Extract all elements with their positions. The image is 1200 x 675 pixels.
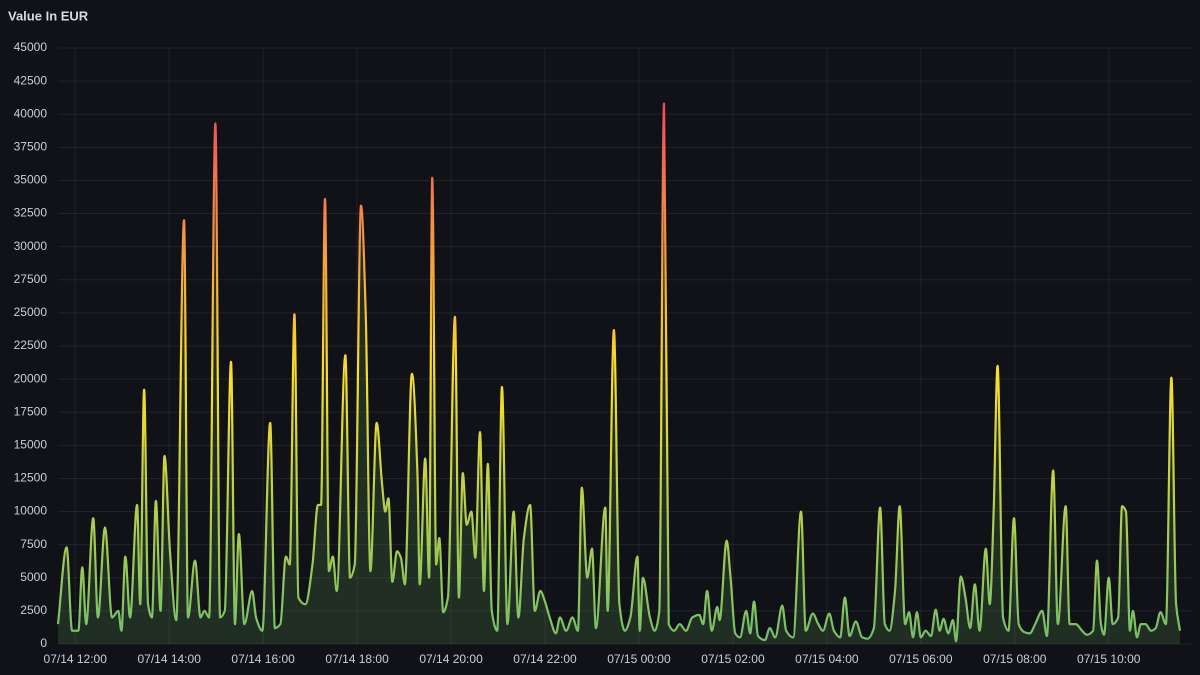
y-tick-label: 10000 [14,504,48,518]
y-tick-label: 20000 [14,371,48,385]
y-tick-label: 27500 [14,272,48,286]
y-tick-label: 15000 [14,438,48,452]
y-tick-label: 17500 [14,404,48,418]
x-tick-label: 07/14 20:00 [419,652,483,666]
y-tick-label: 37500 [14,140,48,154]
x-tick-label: 07/15 04:00 [795,652,859,666]
y-tick-label: 35000 [14,173,48,187]
x-tick-label: 07/15 06:00 [889,652,953,666]
y-tick-label: 22500 [14,338,48,352]
y-tick-label: 32500 [14,206,48,220]
y-tick-label: 7500 [20,537,47,551]
line [56,102,1182,643]
y-tick-label: 0 [40,636,47,650]
x-tick-label: 07/15 08:00 [983,652,1047,666]
y-tick-label: 40000 [14,106,48,120]
y-tick-label: 12500 [14,471,48,485]
x-tick-label: 07/15 00:00 [607,652,671,666]
y-tick-label: 42500 [14,73,48,87]
x-tick-label: 07/14 16:00 [231,652,295,666]
y-tick-label: 25000 [14,305,48,319]
x-tick-label: 07/14 14:00 [137,652,201,666]
x-tick-label: 07/15 02:00 [701,652,765,666]
y-tick-label: 30000 [14,239,48,253]
x-tick-label: 07/15 10:00 [1077,652,1141,666]
y-tick-label: 45000 [14,40,48,54]
x-tick-label: 07/14 12:00 [44,652,108,666]
y-tick-label: 5000 [20,570,47,584]
y-tick-label: 2500 [20,603,47,617]
chart-title: Value In EUR [8,8,89,23]
x-tick-label: 07/14 18:00 [325,652,389,666]
x-tick-label: 07/14 22:00 [513,652,577,666]
